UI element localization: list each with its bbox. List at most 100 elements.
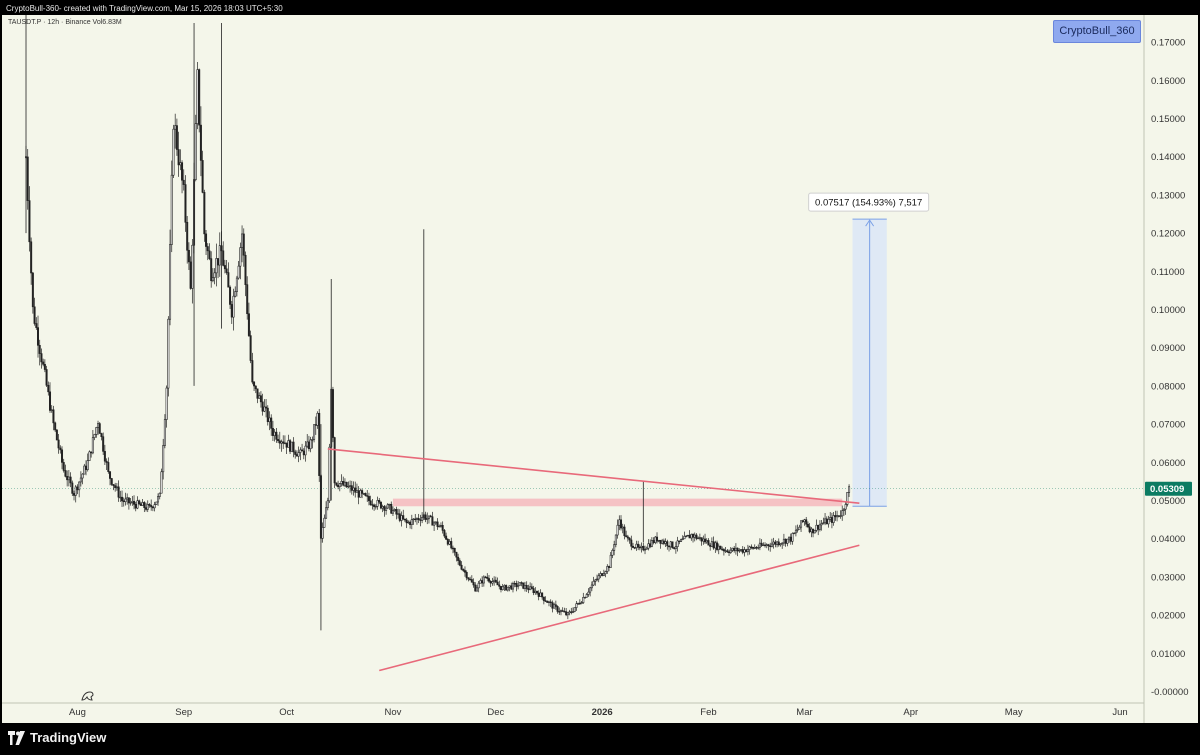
candle-body xyxy=(119,496,122,499)
candle-body xyxy=(508,585,511,588)
candle-body xyxy=(601,573,604,576)
candle-body xyxy=(350,485,353,491)
candle-body xyxy=(505,585,508,591)
candle-body xyxy=(421,517,424,521)
candle-body xyxy=(400,515,403,521)
candle-body xyxy=(184,184,187,223)
candle-body xyxy=(590,584,593,589)
candle-body xyxy=(469,578,472,581)
candle-body xyxy=(647,543,650,549)
candle-body xyxy=(731,547,734,551)
candle-body xyxy=(599,573,602,577)
candle-body xyxy=(357,490,360,498)
candle-body xyxy=(383,506,386,511)
time-tick-label: May xyxy=(1005,707,1023,718)
current-price-label: 0.05309 xyxy=(1150,484,1184,495)
candle-body xyxy=(265,406,268,409)
candle-body xyxy=(309,439,312,450)
candle-body xyxy=(446,538,449,545)
candle-body xyxy=(114,485,117,489)
candle-body xyxy=(199,124,202,161)
candle-body xyxy=(318,412,321,476)
candle-body xyxy=(103,451,106,462)
candle-body xyxy=(169,244,172,320)
candle-body xyxy=(534,590,537,594)
candle-body xyxy=(604,571,607,575)
candle-body xyxy=(222,250,225,266)
candle-body xyxy=(249,335,252,361)
candle-body xyxy=(405,519,408,524)
price-tick-label: 0.11000 xyxy=(1151,267,1185,278)
candle-body xyxy=(355,490,358,493)
candle-body xyxy=(635,543,638,549)
candle-body xyxy=(441,524,444,531)
candle-body xyxy=(709,544,712,547)
candle-body xyxy=(191,244,194,289)
plot-background xyxy=(2,15,1198,723)
candle-body xyxy=(707,540,710,546)
candle-body xyxy=(76,486,79,491)
candle-body xyxy=(812,528,815,534)
candle-body xyxy=(697,537,700,540)
measure-arrow-head xyxy=(865,219,875,227)
candle-body xyxy=(698,537,701,539)
candle-body xyxy=(462,568,465,571)
candle-body xyxy=(704,538,707,543)
candle-body xyxy=(93,434,96,438)
candle-body xyxy=(764,544,767,547)
candle-body xyxy=(638,546,641,549)
candle-body xyxy=(649,543,652,547)
candle-body xyxy=(28,200,31,243)
candle-body xyxy=(714,542,717,549)
candle-body xyxy=(31,272,34,308)
candle-body xyxy=(656,536,659,542)
candle-body xyxy=(582,597,585,603)
candle-body xyxy=(527,588,530,591)
chart-canvas[interactable]: 0.17000 0.16000 0.15000 0.14000 0.13000 0.120… xyxy=(2,15,1198,723)
candle-body xyxy=(434,521,437,524)
candle-body xyxy=(671,541,674,548)
candle-body xyxy=(618,519,621,526)
chart-area[interactable]: 0.17000 0.16000 0.15000 0.14000 0.13000 0.120… xyxy=(2,15,1198,723)
candle-body xyxy=(43,364,46,370)
candle-body xyxy=(235,277,238,292)
candle-body xyxy=(256,388,259,399)
candle-body xyxy=(239,247,242,267)
candle-body xyxy=(67,476,70,481)
candle-body xyxy=(772,541,775,545)
price-tick-label: 0.08000 xyxy=(1151,381,1185,392)
candle-body xyxy=(136,500,139,509)
candle-body xyxy=(273,431,276,436)
candle-body xyxy=(642,545,645,551)
candle-body xyxy=(307,441,310,450)
candle-body xyxy=(499,586,502,590)
candle-body xyxy=(86,460,89,470)
footer-bar: TradingView xyxy=(0,723,1200,755)
candle-body xyxy=(592,580,595,586)
candle-body xyxy=(700,537,703,542)
candle-body xyxy=(179,162,182,166)
candle-body xyxy=(746,549,749,553)
author-badge: CryptoBull_360 xyxy=(1053,20,1141,43)
candle-body xyxy=(225,268,228,273)
candle-body xyxy=(669,541,672,548)
candle-body xyxy=(501,586,504,590)
candle-body xyxy=(517,585,520,588)
candle-body xyxy=(525,585,528,589)
candle-body xyxy=(112,484,115,486)
candle-body xyxy=(433,522,436,526)
candle-body xyxy=(397,513,400,515)
symbol-info[interactable]: TAUSDT.P · 12h · Binance Vol6.83M xyxy=(8,19,122,26)
candle-body xyxy=(834,515,837,518)
candle-body xyxy=(74,486,77,496)
candle-body xyxy=(390,503,393,514)
candle-body xyxy=(702,538,705,542)
candle-body xyxy=(544,600,547,602)
candle-body xyxy=(227,272,230,288)
candle-body xyxy=(664,541,667,544)
candle-body xyxy=(277,439,280,442)
candle-body xyxy=(674,546,677,549)
candle-body xyxy=(616,524,619,536)
candle-body xyxy=(559,610,562,613)
price-tick-label: 0.10000 xyxy=(1151,305,1185,316)
